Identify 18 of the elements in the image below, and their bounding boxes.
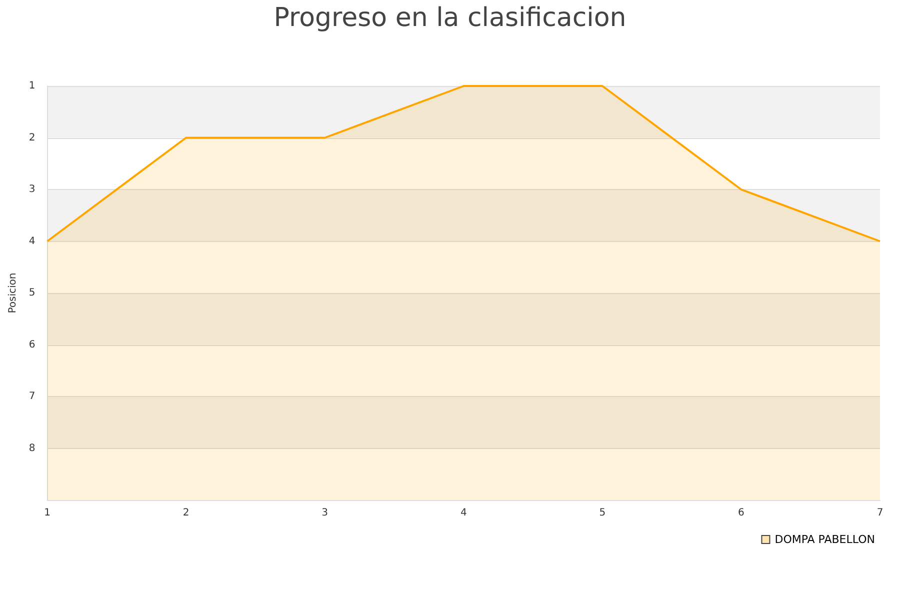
y-tick-label: 1 (28, 80, 36, 92)
y-tick-label: 3 (28, 184, 36, 195)
y-tick-label: 6 (28, 339, 36, 350)
y-axis-title: Posicion (8, 272, 18, 314)
x-tick-label: 1 (44, 508, 50, 518)
y-tick-label: 5 (28, 288, 36, 298)
x-tick-label: 6 (738, 508, 744, 518)
legend-label: DOMPA PABELLON (774, 533, 876, 546)
chart-title: Progreso en la clasificacion (274, 3, 626, 33)
x-tick-label: 7 (876, 508, 884, 518)
x-tick-label: 5 (599, 508, 606, 518)
y-tick-label: 2 (28, 132, 36, 144)
x-tick-label: 3 (322, 508, 328, 518)
y-tick-label: 4 (28, 236, 36, 247)
y-tick-label: 7 (28, 391, 36, 402)
x-tick-label: 2 (182, 508, 190, 518)
x-tick-label: 4 (460, 508, 467, 518)
y-tick-label: 8 (28, 442, 36, 454)
